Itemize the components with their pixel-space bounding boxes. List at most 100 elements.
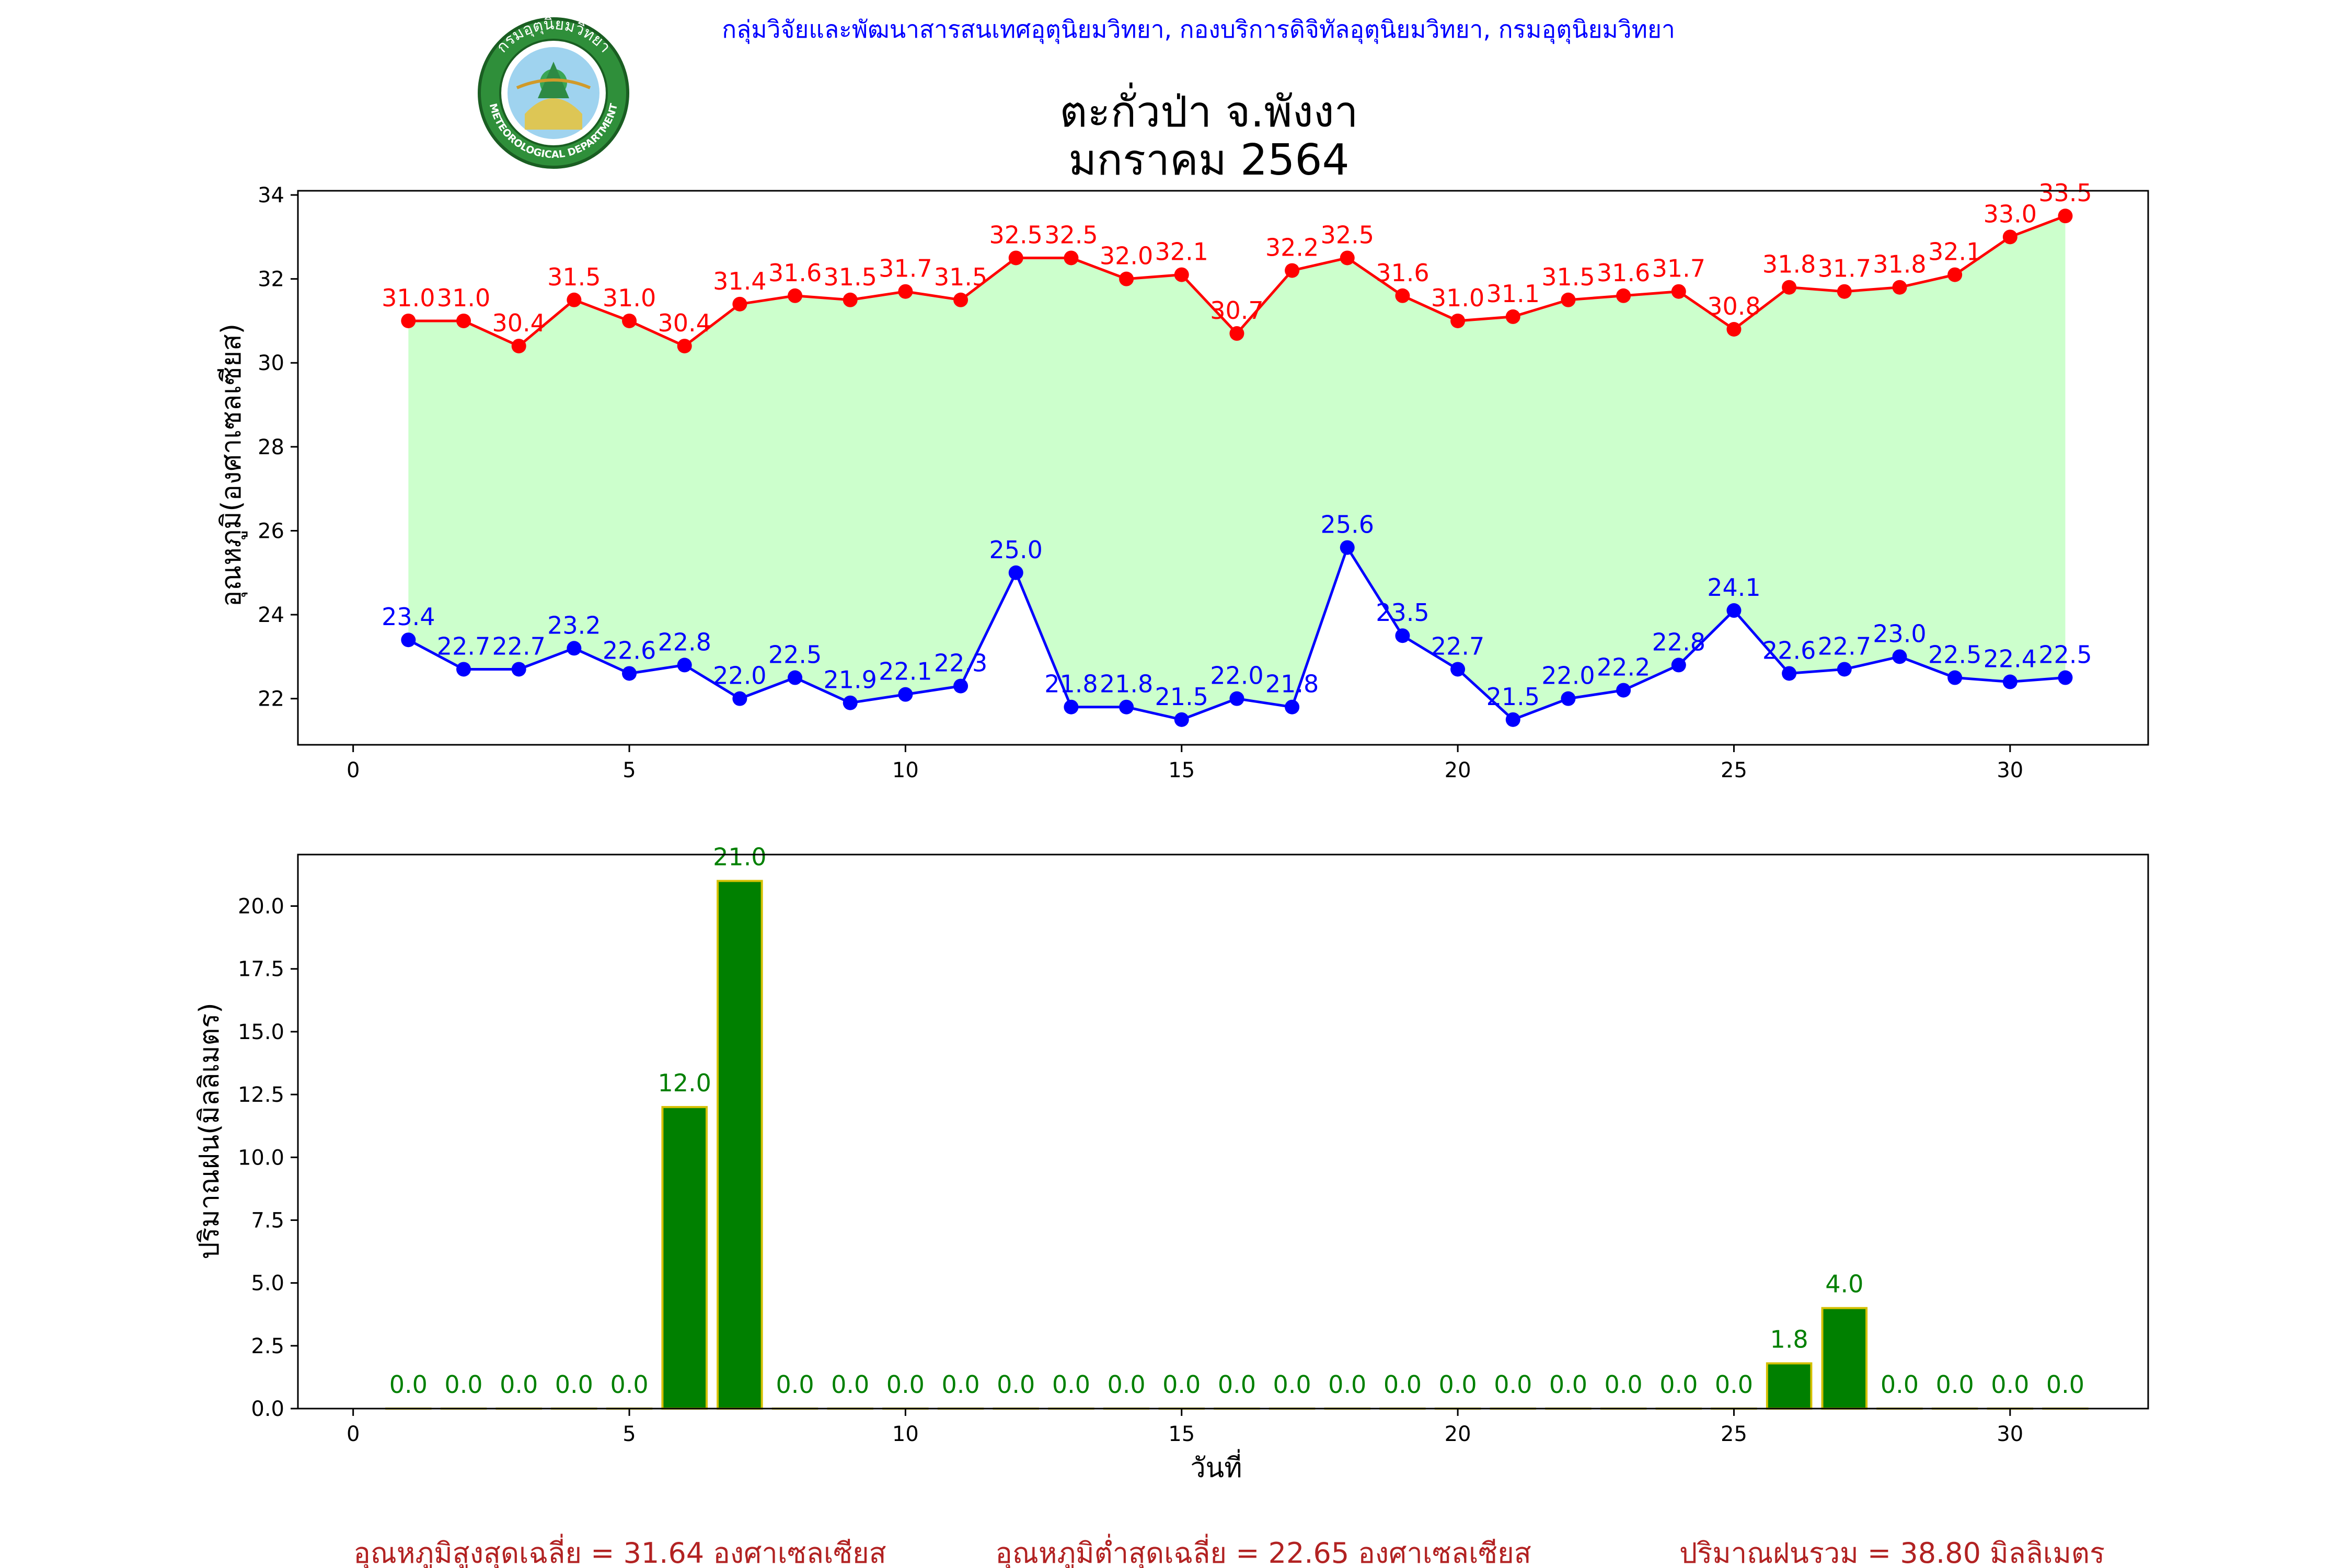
rainfall-value-label: 0.0 — [886, 1370, 925, 1399]
rainfall-y-tick-label: 12.5 — [238, 1083, 284, 1107]
min-temperature-label: 25.0 — [989, 536, 1043, 564]
rainfall-x-tick-label: 30 — [1997, 1422, 2023, 1446]
min-temperature-point — [622, 666, 637, 681]
rainfall-value-label: 0.0 — [1162, 1370, 1201, 1399]
rainfall-value-label: 0.0 — [1936, 1370, 1974, 1399]
max-temperature-point — [1837, 284, 1852, 299]
max-temperature-label: 32.2 — [1265, 234, 1319, 262]
temperature-x-tick-label: 10 — [892, 758, 919, 782]
summary-average-max: อุณหภูมิสูงสุดเฉลี่ย = 31.64 องศาเซลเซีย… — [353, 1534, 886, 1568]
max-temperature-point — [1340, 250, 1355, 266]
rainfall-value-label: 0.0 — [610, 1370, 648, 1399]
min-temperature-label: 21.5 — [1486, 683, 1540, 711]
max-temperature-label: 30.8 — [1707, 292, 1760, 320]
rainfall-value-label: 0.0 — [2046, 1370, 2084, 1399]
max-temperature-label: 31.5 — [1541, 263, 1595, 291]
rainfall-value-label: 0.0 — [1218, 1370, 1256, 1399]
max-temperature-label: 31.6 — [1597, 259, 1650, 287]
max-temperature-point — [1285, 263, 1300, 278]
temperature-y-tick-label: 34 — [258, 183, 284, 207]
max-temperature-label: 31.7 — [879, 255, 932, 283]
min-temperature-point — [567, 641, 582, 656]
rainfall-bar — [1766, 1362, 1813, 1410]
max-temperature-label: 31.4 — [713, 267, 766, 295]
period-title: มกราคม 2564 — [1068, 135, 1349, 185]
max-temperature-point — [1726, 322, 1742, 337]
min-temperature-point — [1671, 658, 1686, 673]
max-temperature-point — [1395, 288, 1410, 303]
temperature-y-tick-label: 26 — [258, 519, 284, 543]
min-temperature-point — [1837, 662, 1852, 677]
max-temperature-label: 31.8 — [1873, 250, 1926, 279]
max-temperature-label: 31.6 — [1376, 259, 1429, 287]
min-temperature-label: 22.4 — [1984, 645, 2037, 673]
rainfall-plot-frame — [297, 854, 2149, 1410]
max-temperature-label: 30.4 — [492, 309, 545, 337]
rainfall-value-label: 0.0 — [1052, 1370, 1090, 1399]
min-temperature-point — [1892, 649, 1907, 664]
min-temperature-point — [1285, 699, 1300, 714]
temperature-range-fill — [408, 216, 2066, 720]
min-temperature-point — [1008, 565, 1023, 580]
min-temperature-point — [1119, 699, 1134, 714]
min-temperature-label: 22.7 — [1431, 632, 1484, 660]
min-temperature-point — [677, 658, 692, 673]
rainfall-y-axis-label: ปริมาณฝน(มิลลิเมตร) — [194, 1002, 225, 1259]
min-temperature-point — [1229, 691, 1244, 706]
max-temperature-label: 31.7 — [1818, 255, 1871, 283]
max-temperature-point — [843, 292, 858, 307]
max-temperature-label: 31.0 — [437, 284, 490, 312]
max-temperature-label: 32.1 — [1155, 238, 1208, 266]
min-temperature-point — [788, 670, 803, 685]
rainfall-y-tick-label: 0.0 — [251, 1397, 284, 1421]
temperature-y-tick-label: 28 — [258, 435, 284, 459]
max-temperature-point — [1561, 292, 1576, 307]
rainfall-y-tick-label: 2.5 — [251, 1334, 284, 1358]
min-temperature-point — [1450, 662, 1466, 677]
min-temperature-label: 22.0 — [713, 662, 766, 690]
rainfall-value-label: 0.0 — [997, 1370, 1035, 1399]
max-temperature-point — [1671, 284, 1686, 299]
min-temperature-point — [2002, 674, 2017, 689]
max-temperature-label: 31.5 — [934, 263, 987, 291]
rainfall-value-label: 0.0 — [1328, 1370, 1366, 1399]
temperature-x-tick-label: 30 — [1997, 758, 2023, 782]
min-temperature-point — [1947, 670, 1963, 685]
rainfall-y-tick-label: 15.0 — [238, 1020, 284, 1044]
temperature-y-tick-label: 32 — [258, 268, 284, 292]
rainfall-value-label: 21.0 — [713, 843, 766, 871]
temperature-x-tick-label: 20 — [1445, 758, 1471, 782]
min-temperature-point — [2058, 670, 2073, 685]
max-temperature-point — [622, 313, 637, 328]
rainfall-value-label: 0.0 — [1659, 1370, 1698, 1399]
temperature-x-tick-label: 25 — [1721, 758, 1747, 782]
rainfall-value-label: 0.0 — [444, 1370, 482, 1399]
rainfall-value-label: 0.0 — [389, 1370, 428, 1399]
min-temperature-point — [1616, 683, 1631, 698]
rainfall-value-label: 0.0 — [1383, 1370, 1422, 1399]
rainfall-value-label: 0.0 — [1605, 1370, 1643, 1399]
max-temperature-point — [2058, 209, 2073, 224]
max-temperature-point — [788, 288, 803, 303]
max-temperature-label: 33.5 — [2038, 179, 2092, 207]
max-temperature-point — [1947, 267, 1963, 282]
rainfall-chart: 0.0 0.0 0.0 0.0 0.0 12.0 21.0 0.0 0.0 0.0 0.0 0.0 0.… — [194, 843, 2149, 1484]
min-temperature-point — [1505, 712, 1520, 727]
min-temperature-label: 21.8 — [1044, 670, 1098, 698]
min-temperature-label: 22.6 — [603, 636, 656, 664]
min-temperature-label: 21.5 — [1155, 683, 1208, 711]
min-temperature-label: 23.4 — [382, 603, 435, 631]
temperature-x-tick-label: 5 — [622, 758, 636, 782]
max-temperature-label: 31.0 — [603, 284, 656, 312]
min-temperature-label: 22.2 — [1597, 653, 1650, 682]
min-temperature-point — [1174, 712, 1189, 727]
rainfall-value-label: 12.0 — [658, 1069, 711, 1097]
max-temperature-point — [1450, 313, 1466, 328]
min-temperature-label: 21.8 — [1265, 670, 1319, 698]
min-temperature-label: 22.0 — [1541, 662, 1595, 690]
min-temperature-label: 23.0 — [1873, 619, 1926, 648]
min-temperature-label: 23.2 — [547, 611, 601, 639]
max-temperature-point — [1174, 267, 1189, 282]
meteorological-department-logo: กรมอุตุนิยมวิทยา METEOROLOGICAL DEPARTME… — [478, 15, 629, 169]
max-temperature-point — [732, 296, 747, 312]
